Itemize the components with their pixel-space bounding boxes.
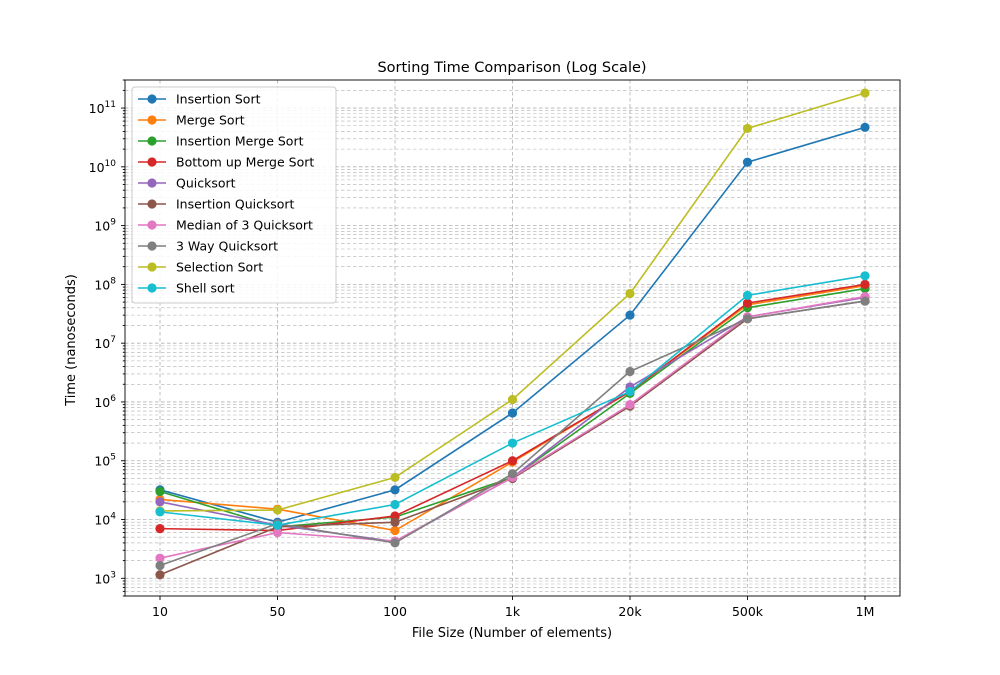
legend-label: Shell sort: [176, 281, 235, 296]
data-point: [860, 88, 870, 98]
data-point: [155, 553, 165, 563]
data-point: [390, 538, 400, 548]
x-tick-label: 20k: [618, 604, 642, 619]
y-tick-label: 108: [94, 276, 116, 292]
legend-marker: [147, 157, 157, 167]
legend-marker: [147, 283, 157, 293]
legend-label: Insertion Merge Sort: [176, 134, 304, 149]
data-point: [625, 288, 635, 299]
series-layer: [155, 88, 870, 580]
y-tick-label: 105: [94, 453, 116, 469]
legend-marker: [147, 115, 157, 125]
y-tick-label: 1010: [89, 159, 117, 175]
data-point: [272, 527, 283, 538]
data-point: [742, 314, 753, 324]
data-point: [507, 408, 518, 418]
legend-label: Quicksort: [176, 176, 236, 191]
legend-label: Insertion Sort: [176, 92, 261, 107]
y-tick-label: 107: [94, 335, 116, 351]
legend-entry: Insertion Quicksort: [138, 197, 295, 212]
y-axis-label: Time (nanoseconds): [64, 274, 79, 407]
data-point: [155, 524, 165, 534]
data-point: [507, 394, 518, 405]
data-point: [742, 298, 753, 308]
x-tick-label: 1M: [856, 604, 875, 619]
data-point: [507, 438, 518, 448]
legend-marker: [147, 220, 157, 230]
x-tick-label: 50: [270, 604, 286, 619]
legend-marker: [147, 178, 157, 188]
legend-entry: Insertion Merge Sort: [138, 134, 304, 149]
x-axis-label: File Size (Number of elements): [412, 626, 612, 641]
legend-entry: 3 Way Quicksort: [138, 239, 278, 254]
data-point: [155, 570, 165, 580]
legend-entry: Quicksort: [138, 176, 236, 191]
y-tick-label: 109: [94, 218, 116, 234]
legend-entry: Median of 3 Quicksort: [138, 218, 313, 233]
data-point: [742, 157, 753, 167]
data-point: [155, 560, 165, 571]
data-point: [390, 485, 400, 495]
legend-marker: [147, 94, 157, 104]
legend-label: Insertion Quicksort: [176, 197, 295, 212]
data-point: [507, 469, 518, 479]
data-point: [390, 499, 400, 510]
legend-entry: Selection Sort: [138, 260, 263, 275]
legend-label: Merge Sort: [176, 113, 245, 128]
data-point: [860, 296, 870, 306]
x-tick-label: 10: [152, 604, 168, 619]
data-point: [155, 507, 165, 517]
y-tick-label: 106: [94, 394, 116, 410]
legend-marker: [147, 241, 157, 251]
data-point: [625, 310, 635, 320]
legend-marker: [147, 199, 157, 209]
x-tick-label: 100: [383, 604, 407, 619]
legend-entry: Shell sort: [138, 281, 235, 296]
y-tick-label: 103: [94, 570, 116, 586]
data-point: [155, 486, 165, 497]
legend-label: Median of 3 Quicksort: [176, 218, 313, 233]
data-point: [625, 387, 635, 397]
legend: Insertion Sort Merge Sort Insertion Merge …: [131, 86, 337, 304]
data-point: [155, 497, 165, 507]
legend-entry: Bottom up Merge Sort: [138, 155, 314, 170]
legend-box: [131, 86, 337, 304]
legend-label: 3 Way Quicksort: [176, 239, 278, 254]
legend-label: Selection Sort: [176, 260, 263, 275]
y-tick-label: 1011: [89, 100, 116, 116]
x-tick-label: 500k: [732, 604, 764, 619]
legend-marker: [147, 262, 157, 272]
data-point: [390, 472, 400, 483]
x-tick-label: 1k: [505, 604, 521, 619]
data-point: [390, 525, 400, 536]
axes: 103 104 105 106 107 108 109 1010 1011 10 50 100 1k 20…: [89, 79, 901, 619]
data-point: [860, 279, 870, 289]
legend-marker: [147, 136, 157, 146]
y-tick-label: 104: [94, 512, 116, 528]
data-point: [272, 505, 283, 515]
legend-label: Bottom up Merge Sort: [176, 155, 314, 170]
legend-entry: Insertion Sort: [138, 92, 261, 107]
data-point: [272, 520, 283, 530]
data-point: [860, 271, 870, 281]
data-point: [625, 366, 635, 377]
data-point: [625, 400, 635, 410]
data-point: [507, 456, 518, 466]
series-shell-sort: [155, 271, 870, 530]
data-point: [742, 290, 753, 300]
legend-entry: Merge Sort: [138, 113, 245, 128]
data-point: [860, 122, 870, 132]
chart-title: Sorting Time Comparison (Log Scale): [377, 60, 646, 76]
data-point: [390, 517, 400, 527]
data-point: [742, 123, 753, 134]
